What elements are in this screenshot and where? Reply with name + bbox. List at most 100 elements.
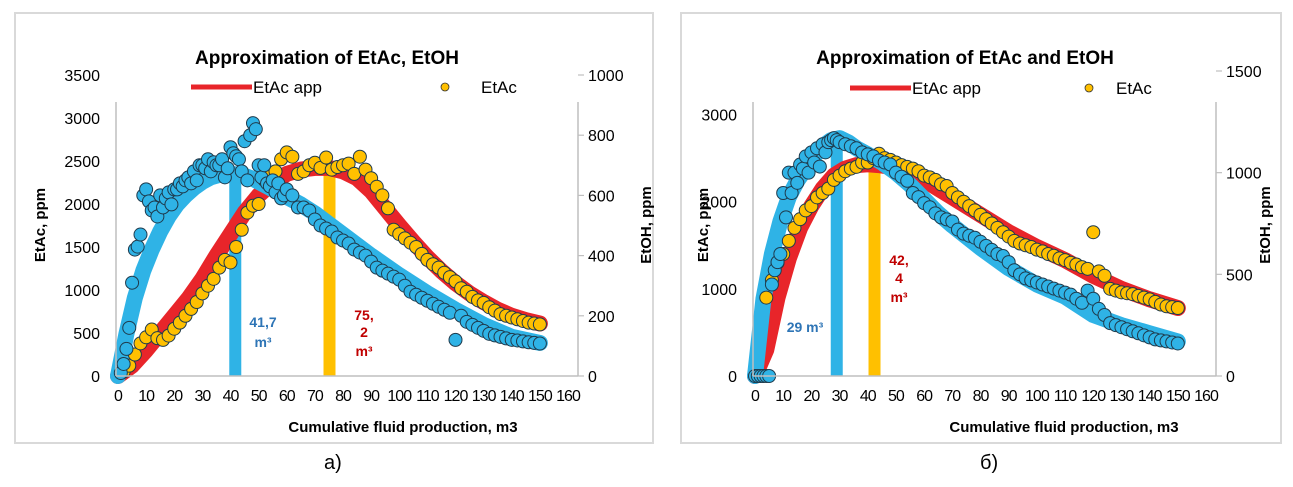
y2-tick-label: 0 [1226,369,1235,386]
legend-etac-app-label: EtAc app [253,78,322,97]
series-line-etoh-app [747,130,1186,384]
data-point-etoh [122,320,137,335]
y-tick-label: 1500 [64,240,100,257]
marker-bar [229,174,242,376]
x-tick-label: 60 [916,388,933,405]
data-point-etac [251,197,266,211]
y2-tick-label: 500 [1226,267,1253,284]
data-point-etoh [779,210,794,225]
x-axis-label: Cumulative fluid production, m3 [288,419,517,436]
data-point-etoh [248,122,263,137]
legend: EtAc app EtAc [850,79,1152,98]
marker-bar [323,171,336,376]
y-tick-label: 3500 [64,68,100,85]
y-tick-label: 1000 [64,283,100,300]
x-tick-label: 130 [1110,388,1135,405]
y2-tick-label: 1000 [1226,166,1262,183]
y-axis-label: EtAc, ppm [32,188,49,262]
x-tick-label: 80 [335,388,352,405]
data-point-etac [532,317,547,332]
marker-label-etac-line1: 42, [889,252,908,268]
data-point-etoh [764,277,779,292]
x-tick-label: 10 [138,388,155,405]
data-point-etoh [189,173,204,188]
y2-tick-label: 200 [588,309,615,326]
legend-etac-app-label: EtAc app [912,79,981,98]
data-point-etac [223,255,238,270]
data-point-etoh [257,158,272,173]
data-point-etac [381,201,395,216]
marker-bar [830,138,843,376]
y-tick-label: 3000 [64,111,100,128]
data-point-etac [319,150,334,165]
data-point-etac [759,290,774,305]
x-tick-label: 0 [114,388,123,405]
data-point-etoh [790,175,805,190]
data-point-etoh [164,197,179,212]
x-tick-label: 40 [860,388,877,405]
data-point-etoh [116,356,131,371]
data-point-etac [234,222,249,237]
marker-bar [868,165,881,376]
x-tick-label: 160 [1194,388,1219,405]
chart-title: Approximation of EtAc, EtOH [195,48,459,69]
y2-axis-label: EtOH, ppm [638,186,655,264]
y-tick-label: 500 [73,326,100,343]
y2-tick-label: 800 [588,128,615,145]
y2-axis-label: EtOH, ppm [1257,186,1274,264]
x-tick-label: 90 [363,388,380,405]
x-tick-label: 160 [556,388,581,405]
legend-etac-label: EtAc [481,78,517,97]
x-tick-label: 30 [832,388,849,405]
y2-tick-label: 1000 [588,68,624,85]
data-point-etoh [133,227,148,242]
marker-label-etac-line2: 2 [360,324,368,340]
data-point-etoh [812,159,827,174]
y2-tick-label: 400 [588,249,615,266]
data-point-etoh [231,152,246,167]
data-point-etoh [1170,336,1185,351]
x-tick-label: 110 [1054,388,1078,405]
data-point-etoh [448,332,463,347]
marker-label-etoh-line2: m³ [254,334,271,350]
x-axis-label: Cumulative fluid production, m3 [949,419,1178,436]
y-tick-label: 2500 [64,154,100,171]
x-tick-label: 60 [279,388,296,405]
data-point-etoh [532,336,547,351]
data-point-etac [781,233,796,248]
x-tick-label: 140 [500,388,525,405]
y2-tick-label: 600 [588,188,615,205]
data-point-etac [375,188,390,203]
caption-b: б) [980,452,999,474]
data-point-etoh [240,173,255,188]
data-point-etoh [119,341,134,356]
x-tick-label: 70 [307,388,324,405]
data-point-etoh [900,173,915,188]
x-tick-label: 140 [1138,388,1163,405]
x-tick-label: 20 [803,388,820,405]
x-tick-label: 50 [251,388,268,405]
x-tick-label: 40 [223,388,240,405]
marker-label-etoh-line1: 29 m³ [787,319,824,335]
data-point-etoh [130,239,145,254]
data-point-etoh [139,182,154,197]
data-point-etac [1097,268,1112,283]
data-point-etoh [220,161,235,176]
x-tick-label: 120 [1081,388,1106,405]
data-point-etac [1170,301,1185,316]
chart-title: Approximation of EtAc and EtOH [816,48,1114,69]
marker-label-etac-line1: 75, [354,307,373,323]
y-tick-label: 2000 [64,197,100,214]
data-point-etoh [773,247,788,261]
x-tick-label: 100 [387,388,412,405]
y-tick-label: 2000 [701,195,737,212]
y-tick-label: 0 [91,369,100,386]
marker-label-etac-line3: m³ [890,289,907,305]
data-point-etac [285,149,300,164]
data-point-etoh [285,188,300,203]
y-tick-label: 1000 [701,282,737,299]
data-point-etoh [125,275,140,290]
marker-label-etac-line2: 4 [895,270,903,286]
legend-etac-marker [440,82,450,92]
